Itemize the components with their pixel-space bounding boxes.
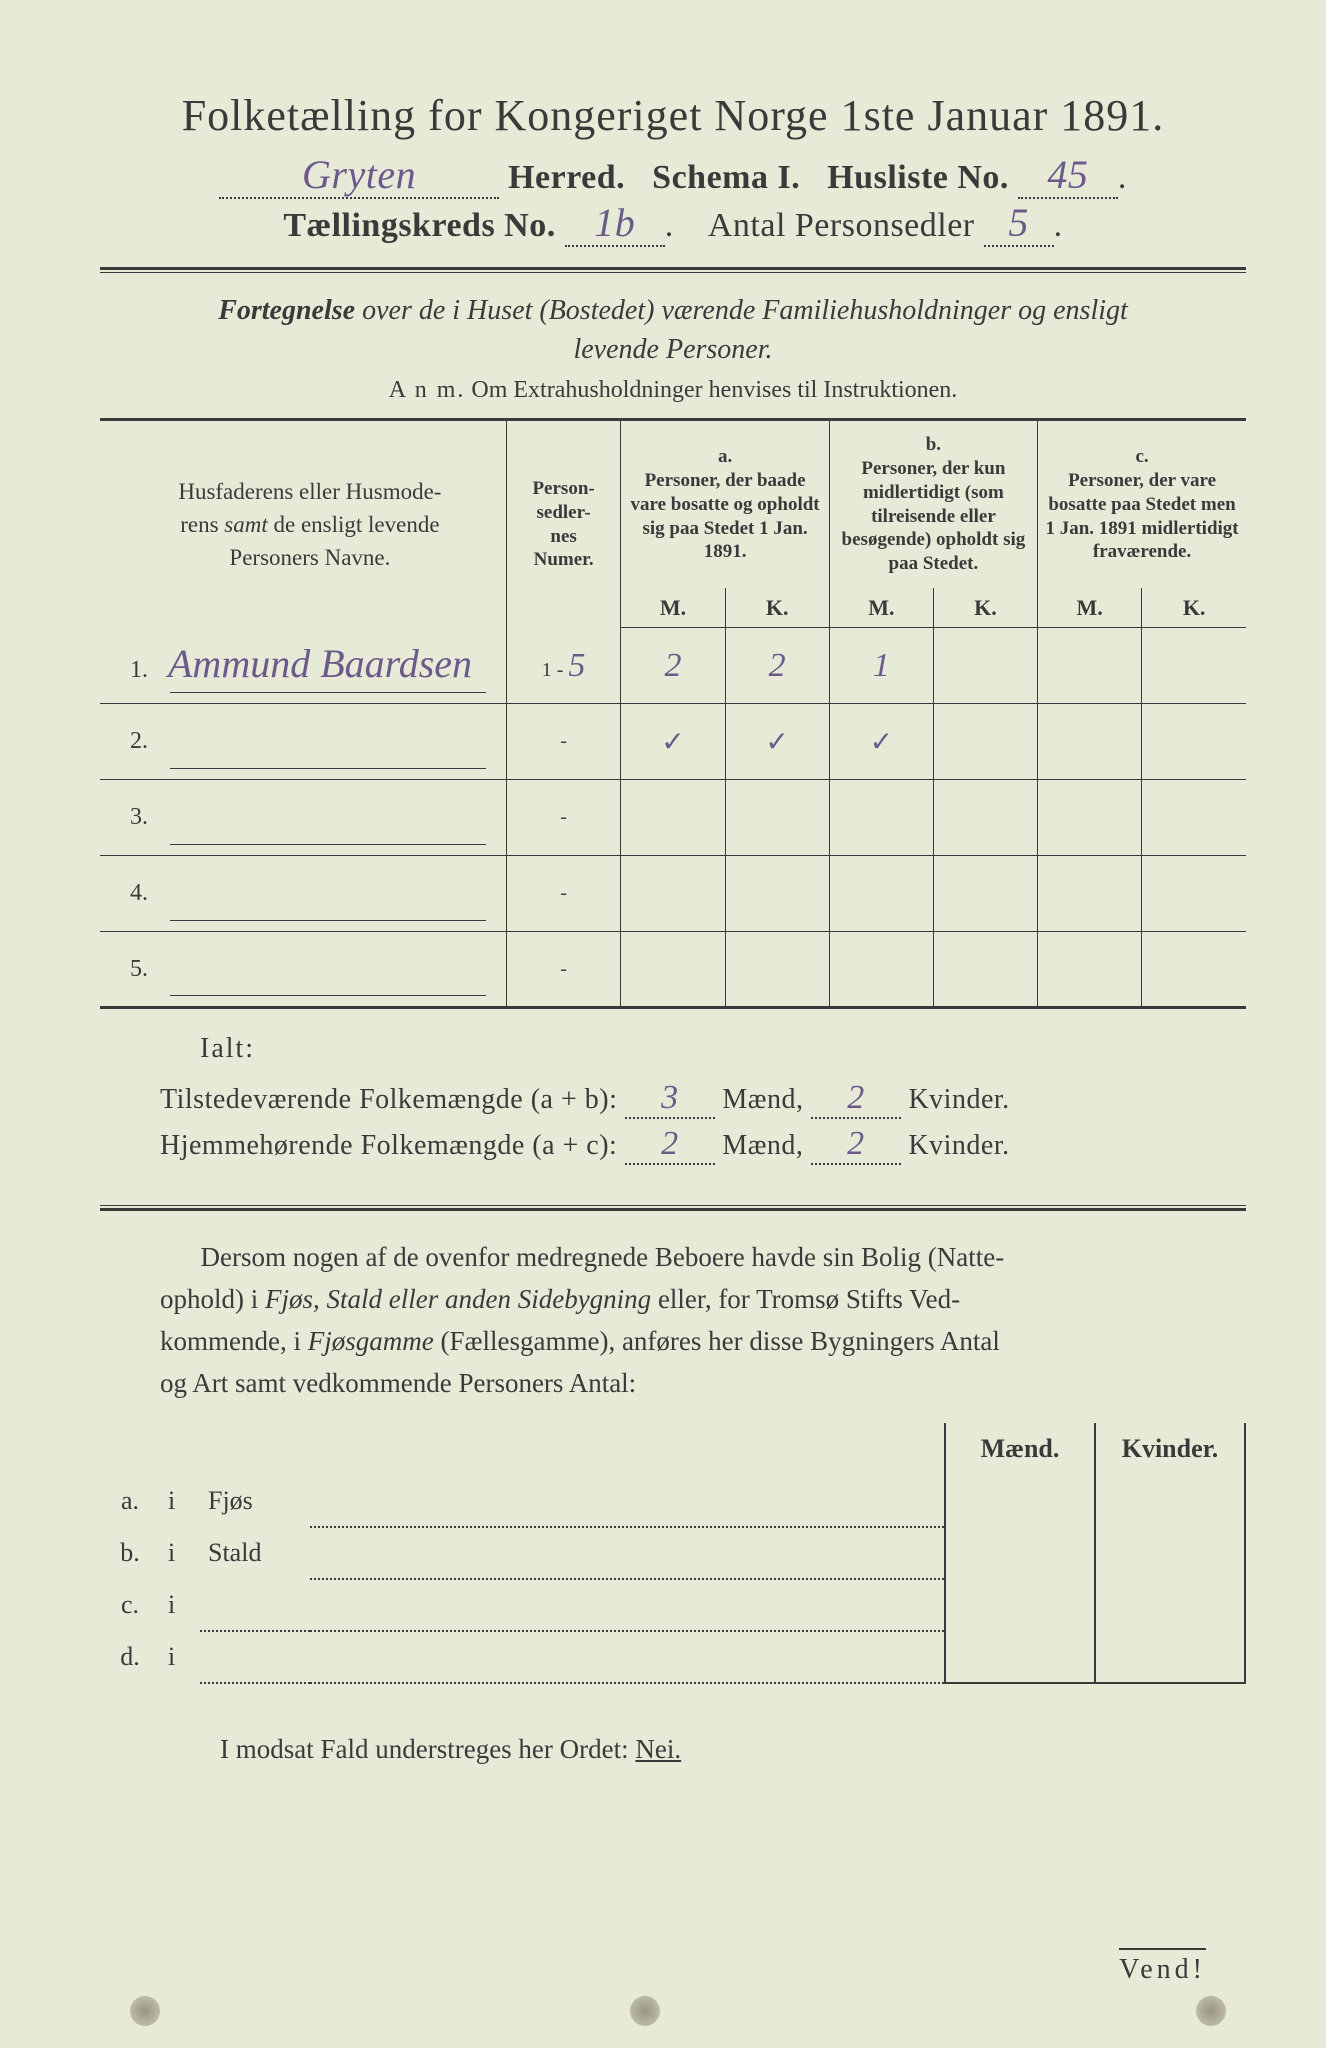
lower-row: a.i Fjøs [100,1475,1245,1527]
subtitle: Fortegnelse over de i Huset (Bostedet) v… [100,291,1246,369]
lower-maend-hdr: Mænd. [945,1423,1095,1475]
lower-row: d.i [100,1631,1245,1683]
sum-present: Tilstedeværende Folkemængde (a + b): 3 M… [160,1079,1246,1119]
col-b-k: K. [933,588,1037,628]
herred-value: Gryten [302,152,416,197]
page-title: Folketælling for Kongeriget Norge 1ste J… [100,90,1246,141]
nei-line: I modsat Fald understreges her Ordet: Ne… [220,1734,1246,1765]
table-row: 5. - [100,932,1246,1008]
schema-label: Schema I. [652,159,800,196]
lower-row: c.i [100,1579,1245,1631]
antal-val: 5 [1008,200,1029,245]
table-row: 3. - [100,780,1246,856]
punch-hole-icon [630,1996,660,2026]
table-row: 2. - ✓ ✓ ✓ [100,704,1246,780]
col-a-m: M. [621,588,725,628]
anm-prefix: A n m. [389,377,466,403]
kreds-no: 1b [594,200,635,245]
antal-label: Antal Personsedler [708,207,975,244]
husliste-label: Husliste No. [827,159,1009,196]
punch-hole-icon [1196,1996,1226,2026]
col-c-header: c.Personer, der vare bosatte paa Stedet … [1038,420,1246,588]
anm-text: Om Extrahusholdninger henvises til Instr… [465,377,957,403]
anm-note: A n m. Om Extrahusholdninger henvises ti… [100,377,1246,404]
punch-hole-icon [130,1996,160,2026]
table-row: 4. - [100,856,1246,932]
kreds-label: Tællingskreds No. [283,207,555,244]
col-c-m: M. [1038,588,1142,628]
col-a-k: K. [725,588,829,628]
header-line-2: Tællingskreds No. 1b. Antal Personsedler… [100,207,1246,247]
table-row: 1.Ammund Baardsen 1 - 5 2 2 1 [100,628,1246,704]
lower-table: Mænd. Kvinder. a.i Fjøs b.i Stald c.i d.… [100,1423,1246,1684]
col-name-header: Husfaderens eller Husmode-rens samt de e… [100,420,506,628]
row-name: Ammund Baardsen [168,641,472,686]
col-a-header: a.Personer, der baade vare bosatte og op… [621,420,829,588]
col-b-m: M. [829,588,933,628]
lower-kvinder-hdr: Kvinder. [1095,1423,1245,1475]
lower-row: b.i Stald [100,1527,1245,1579]
sum-resident: Hjemmehørende Folkemængde (a + c): 2 Mæn… [160,1125,1246,1165]
header-line-1: Gryten Herred. Schema I. Husliste No. 45… [100,159,1246,199]
horizontal-rule [100,267,1246,273]
col-b-header: b.Personer, der kun midlertidigt (som ti… [829,420,1037,588]
main-table: Husfaderens eller Husmode-rens samt de e… [100,418,1246,1009]
husliste-no: 45 [1047,152,1088,197]
herred-label: Herred. [508,159,625,196]
paragraph: Dersom nogen af de ovenfor medregnede Be… [100,1237,1246,1404]
col-c-k: K. [1142,588,1246,628]
ialt-label: Ialt: [200,1033,1246,1065]
horizontal-rule [100,1205,1246,1211]
vend-label: Vend! [1119,1948,1206,1986]
col-num-header: Person-sedler-nesNumer. [506,420,621,628]
